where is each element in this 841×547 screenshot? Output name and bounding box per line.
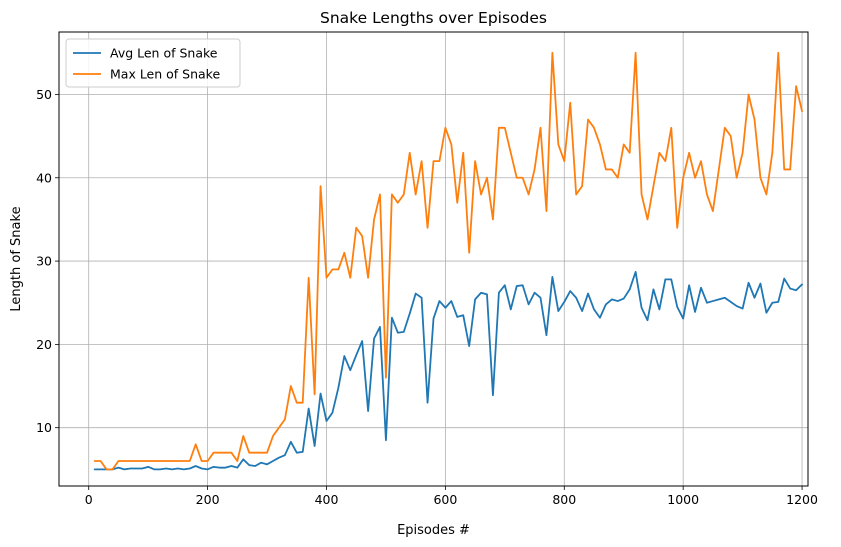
axis-ticks: 0 200 400 600 800 1000 1200 10 20 30 40 50 [36, 87, 818, 507]
x-tick-label: 200 [196, 492, 220, 507]
y-tick-label: 50 [36, 87, 52, 102]
series-line-max [93, 51, 803, 471]
x-axis-label: Episodes # [397, 523, 470, 538]
y-tick-label: 20 [36, 337, 52, 352]
y-axis-label: Length of Snake [9, 206, 24, 311]
x-tick-label: 600 [433, 492, 457, 507]
y-tick-label: 30 [36, 254, 52, 269]
legend: Avg Len of Snake Max Len of Snake [65, 38, 241, 88]
x-tick-label: 0 [85, 492, 93, 507]
x-tick-label: 800 [552, 492, 576, 507]
series-line-avg [93, 271, 803, 471]
y-tick-label: 10 [36, 420, 52, 435]
legend-label-max: Max Len of Snake [110, 67, 220, 82]
plot-frame [58, 31, 809, 487]
x-tick-label: 1000 [667, 492, 699, 507]
legend-label-avg: Avg Len of Snake [110, 46, 218, 61]
series-layer [93, 51, 803, 471]
legend-box [65, 38, 241, 88]
y-tick-label: 40 [36, 170, 52, 185]
x-tick-label: 1200 [786, 492, 818, 507]
chart-title: Snake Lengths over Episodes [320, 9, 547, 27]
x-tick-label: 400 [315, 492, 339, 507]
